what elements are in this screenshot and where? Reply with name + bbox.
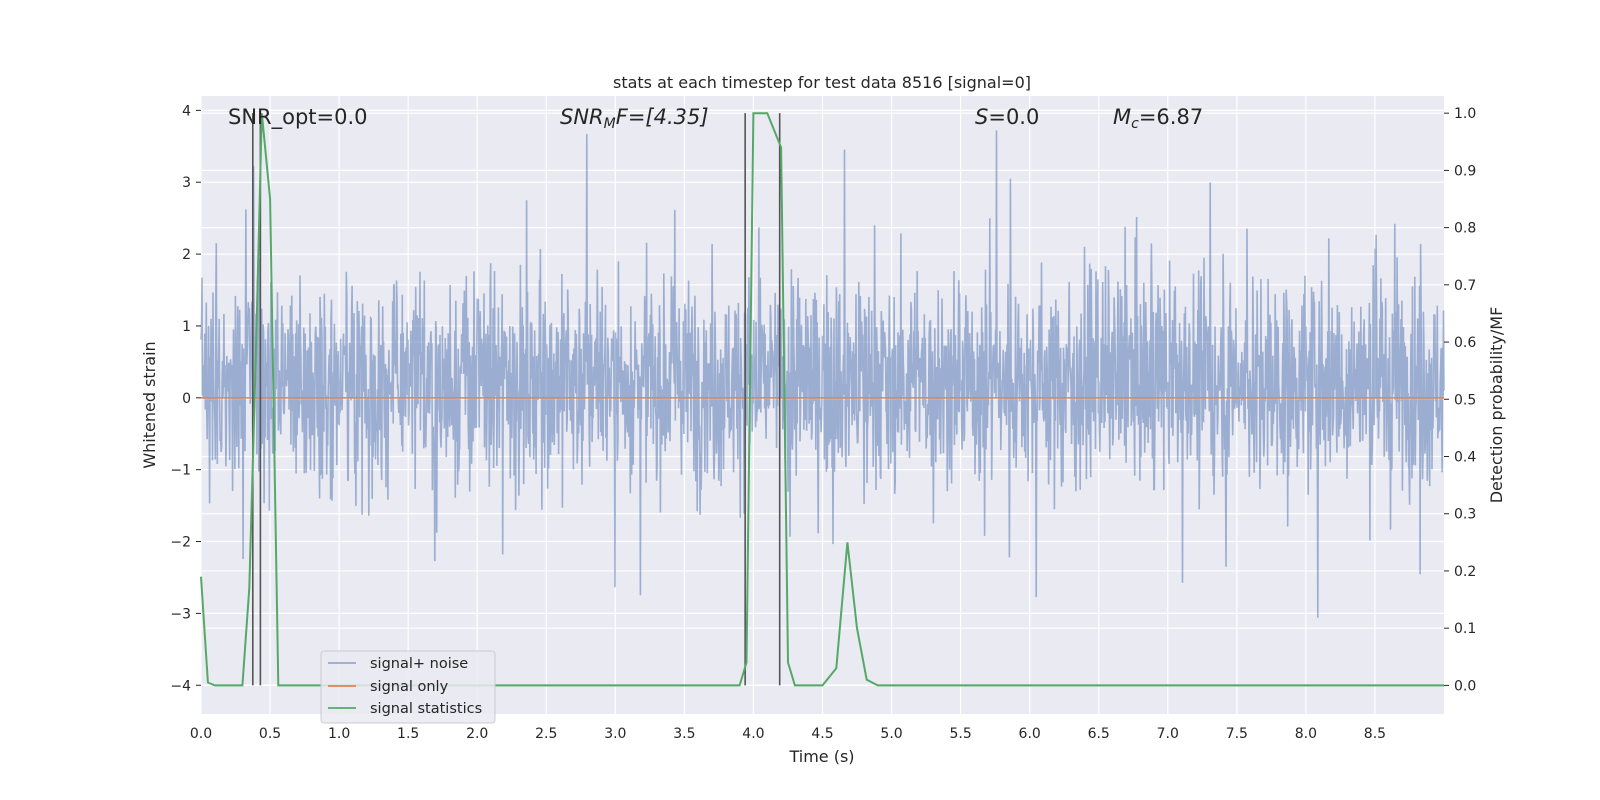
x-tick-label: 0.0 <box>190 726 212 742</box>
x-tick-label: 5.5 <box>949 726 971 742</box>
left-y-tick-label: −1 <box>170 463 191 479</box>
left-y-tick-label: 4 <box>182 103 191 119</box>
snr-opt-annotation: SNR_opt=0.0 <box>228 105 368 130</box>
snr-mf-value: F=[4.35] <box>616 105 709 129</box>
legend: signal+ noise signal only signal statist… <box>320 650 496 724</box>
s-name: S <box>975 105 988 129</box>
legend-label-signal-only: signal only <box>370 679 449 695</box>
left-y-tick-label: 3 <box>182 175 191 191</box>
snr-mf-annotation: SNRMF=[4.35] <box>560 105 709 132</box>
x-axis-label: Time (s) <box>788 747 854 766</box>
right-y-tick-label: 0.0 <box>1454 678 1476 694</box>
mc-subscript: c <box>1131 116 1139 132</box>
right-y-tick-label: 1.0 <box>1454 106 1476 122</box>
legend-label-statistics: signal statistics <box>370 701 482 717</box>
left-y-tick-label: 1 <box>182 319 191 335</box>
left-y-tick-label: −3 <box>170 606 191 622</box>
legend-label-strain: signal+ noise <box>370 656 468 672</box>
x-tick-label: 8.5 <box>1364 726 1386 742</box>
x-tick-label: 4.0 <box>742 726 764 742</box>
x-tick-label: 2.0 <box>466 726 488 742</box>
left-y-tick-label: 0 <box>182 391 191 407</box>
right-y-tick-label: 0.7 <box>1454 278 1476 294</box>
snr-mf-name: SNR <box>560 105 604 129</box>
right-y-tick-label: 0.6 <box>1454 335 1476 351</box>
s-value: =0.0 <box>988 105 1039 129</box>
right-y-tick-label: 0.2 <box>1454 564 1476 580</box>
left-y-axis-label: Whitened strain <box>140 341 159 468</box>
left-y-tick-label: 2 <box>182 247 191 263</box>
x-tick-label: 1.0 <box>328 726 350 742</box>
right-y-tick-label: 0.1 <box>1454 621 1476 637</box>
mc-annotation: Mc=6.87 <box>1113 105 1203 132</box>
legend-box <box>320 650 496 724</box>
x-tick-label: 4.5 <box>811 726 833 742</box>
mc-name: M <box>1113 105 1131 129</box>
left-y-tick-labels: 4 3 2 1 0 −1 −2 −3 −4 <box>170 103 201 694</box>
right-y-tick-label: 0.3 <box>1454 507 1476 523</box>
x-tick-label: 6.0 <box>1019 726 1041 742</box>
right-y-tick-labels: 1.0 0.9 0.8 0.7 0.6 0.5 0.4 0.3 0.2 0.1 0.0 <box>1444 106 1476 694</box>
left-y-tick-label: −2 <box>170 535 191 551</box>
x-tick-label: 2.5 <box>535 726 557 742</box>
x-tick-label: 3.0 <box>604 726 626 742</box>
x-tick-label: 0.5 <box>259 726 281 742</box>
x-tick-label: 7.0 <box>1157 726 1179 742</box>
snr-mf-subscript: M <box>604 116 616 132</box>
right-y-axis-label: Detection probability/MF <box>1487 307 1506 504</box>
right-y-tick-label: 0.4 <box>1454 450 1476 466</box>
right-y-tick-label: 0.5 <box>1454 392 1476 408</box>
right-y-tick-label: 0.8 <box>1454 221 1476 237</box>
x-tick-label: 6.5 <box>1088 726 1110 742</box>
left-y-tick-label: −4 <box>170 678 191 694</box>
marker-lines <box>251 113 781 686</box>
chart-title: stats at each timestep for test data 851… <box>613 73 1031 92</box>
x-tick-labels: 0.0 0.5 1.0 1.5 2.0 2.5 3.0 3.5 4.0 4.5 5.0 5.5 6.0 6… <box>190 726 1386 742</box>
x-tick-label: 7.5 <box>1226 726 1248 742</box>
x-tick-label: 3.5 <box>673 726 695 742</box>
x-tick-label: 1.5 <box>397 726 419 742</box>
mc-value: =6.87 <box>1139 105 1203 129</box>
x-tick-label: 8.0 <box>1295 726 1317 742</box>
statistics-line <box>200 112 1444 687</box>
statistics-series <box>200 112 1445 687</box>
s-annotation: S=0.0 <box>975 105 1039 129</box>
right-y-tick-label: 0.9 <box>1454 163 1476 179</box>
x-tick-label: 5.0 <box>880 726 902 742</box>
